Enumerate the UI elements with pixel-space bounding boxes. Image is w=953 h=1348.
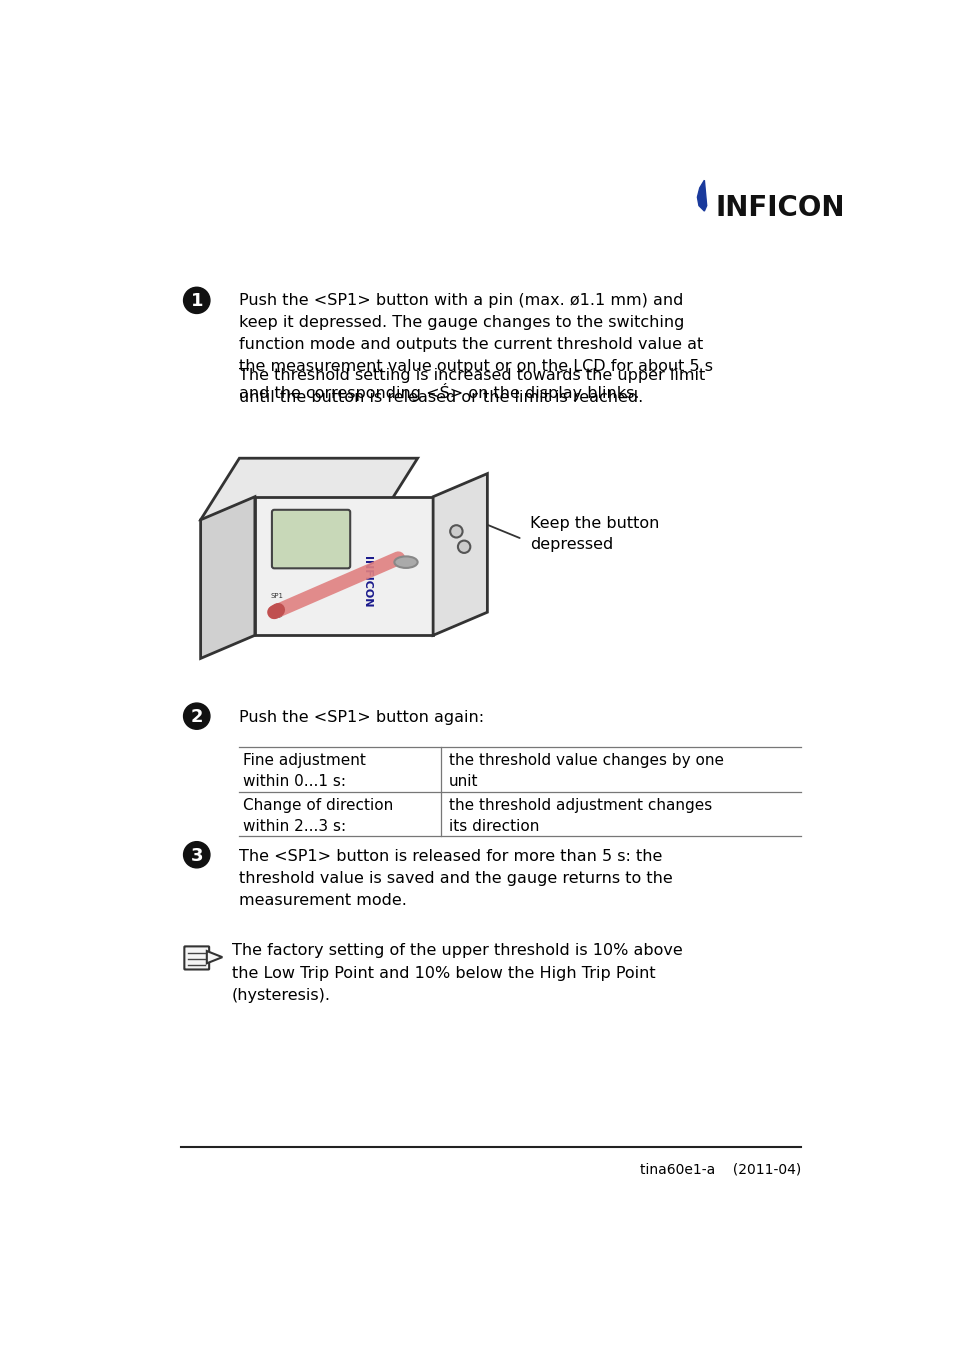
- Text: the threshold adjustment changes
its direction: the threshold adjustment changes its dir…: [448, 798, 711, 834]
- Text: Push the <SP1> button with a pin (max. ø1.1 mm) and
keep it depressed. The gauge: Push the <SP1> button with a pin (max. ø…: [239, 293, 713, 402]
- Text: Push the <SP1> button again:: Push the <SP1> button again:: [239, 710, 484, 725]
- FancyBboxPatch shape: [272, 510, 350, 569]
- Circle shape: [450, 526, 462, 538]
- Polygon shape: [433, 473, 487, 635]
- Polygon shape: [207, 950, 222, 964]
- Text: 2: 2: [191, 708, 203, 727]
- Text: The <SP1> button is released for more than 5 s: the
threshold value is saved and: The <SP1> button is released for more th…: [239, 849, 673, 909]
- Text: Change of direction
within 2...3 s:: Change of direction within 2...3 s:: [243, 798, 393, 834]
- Text: INFICON: INFICON: [716, 194, 844, 222]
- Circle shape: [183, 704, 210, 729]
- Circle shape: [183, 287, 210, 314]
- Text: The factory setting of the upper threshold is 10% above
the Low Trip Point and 1: The factory setting of the upper thresho…: [232, 944, 681, 1003]
- Text: Keep the button
depressed: Keep the button depressed: [530, 516, 659, 551]
- FancyBboxPatch shape: [184, 946, 209, 969]
- Polygon shape: [254, 496, 433, 635]
- Text: INFICON: INFICON: [362, 555, 372, 607]
- Polygon shape: [200, 458, 417, 520]
- Text: tina60e1-a    (2011-04): tina60e1-a (2011-04): [639, 1163, 801, 1177]
- Text: Fine adjustment
within 0...1 s:: Fine adjustment within 0...1 s:: [243, 754, 366, 789]
- Ellipse shape: [394, 557, 417, 568]
- Text: 1: 1: [191, 293, 203, 310]
- Text: SP1: SP1: [270, 593, 283, 599]
- Polygon shape: [697, 181, 706, 212]
- Circle shape: [183, 841, 210, 868]
- Text: The threshold setting is increased towards the upper limit
until the button is r: The threshold setting is increased towar…: [239, 368, 705, 406]
- Text: the threshold value changes by one
unit: the threshold value changes by one unit: [448, 754, 723, 789]
- Polygon shape: [200, 496, 254, 658]
- Circle shape: [274, 608, 282, 617]
- Text: 3: 3: [191, 847, 203, 864]
- Circle shape: [457, 541, 470, 553]
